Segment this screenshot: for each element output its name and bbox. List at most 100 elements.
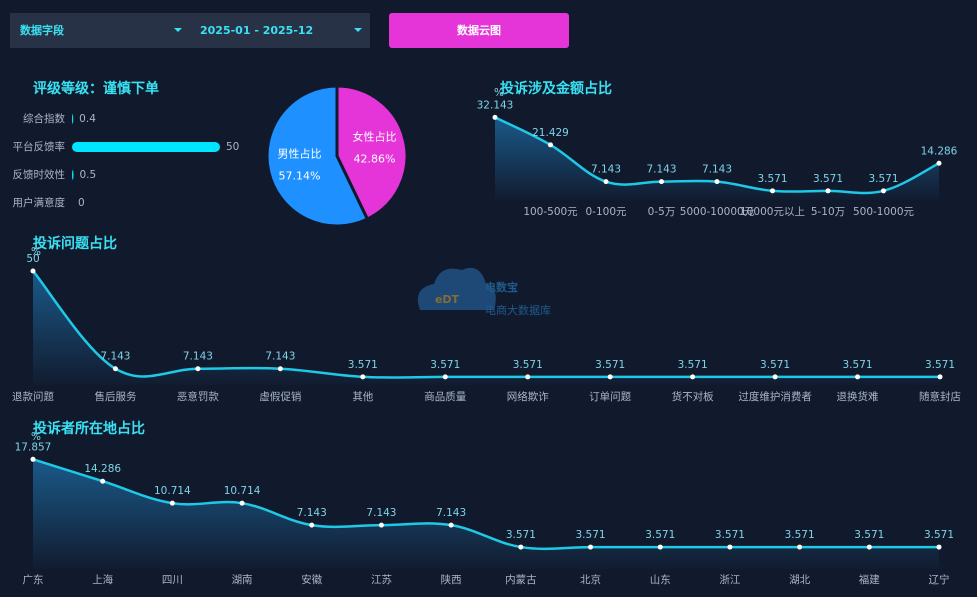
chart-title: 投诉涉及金额占比 bbox=[500, 80, 612, 97]
pie-label: 女性占比 bbox=[353, 129, 397, 143]
x-tick-label: 10000元以上 bbox=[740, 206, 805, 218]
bar bbox=[72, 114, 74, 124]
pie-value: 42.86% bbox=[354, 152, 396, 165]
y-unit: % bbox=[31, 246, 41, 258]
data-label: 50 bbox=[26, 253, 39, 265]
x-tick-label: 内蒙古 bbox=[505, 573, 537, 586]
pie-value: 57.14% bbox=[278, 170, 320, 183]
line-point bbox=[448, 522, 454, 528]
data-label: 14.286 bbox=[921, 145, 958, 157]
watermark-name: 电数宝 bbox=[485, 280, 518, 294]
x-tick-label: 售后服务 bbox=[94, 390, 136, 403]
data-label: 7.143 bbox=[297, 507, 327, 519]
line-point bbox=[100, 478, 106, 484]
x-tick-label: 100-500元 bbox=[523, 206, 578, 218]
line-point bbox=[772, 374, 778, 380]
bar-label: 反馈时效性 bbox=[13, 168, 66, 181]
x-tick-label: 商品质量 bbox=[424, 390, 466, 403]
line-point bbox=[797, 544, 803, 550]
line-point bbox=[30, 268, 36, 274]
data-label: 10.714 bbox=[224, 485, 261, 497]
field-select[interactable]: 数据字段 bbox=[20, 23, 182, 37]
pie-slice bbox=[265, 84, 370, 228]
line-point bbox=[442, 374, 448, 380]
data-label: 3.571 bbox=[430, 359, 460, 371]
x-tick-label: 上海 bbox=[92, 573, 113, 586]
bar bbox=[72, 142, 220, 152]
line-point bbox=[360, 374, 366, 380]
cloud-button[interactable]: 数据云图 bbox=[389, 13, 569, 48]
x-tick-label: 0-5万 bbox=[648, 206, 676, 218]
line-point bbox=[525, 374, 531, 380]
bar-value: 0.4 bbox=[79, 113, 96, 125]
data-label: 3.571 bbox=[813, 173, 843, 185]
line-point bbox=[30, 456, 36, 462]
x-tick-label: 北京 bbox=[580, 573, 601, 586]
x-tick-label: 湖北 bbox=[789, 574, 810, 586]
x-tick-label: 福建 bbox=[859, 573, 880, 586]
line bbox=[32, 270, 940, 379]
x-tick-label: 陕西 bbox=[441, 573, 462, 586]
bar-label: 综合指数 bbox=[23, 112, 65, 125]
x-tick-label: 订单问题 bbox=[589, 390, 631, 403]
data-label: 3.571 bbox=[785, 529, 815, 541]
data-label: 3.571 bbox=[645, 529, 675, 541]
date-select-text: 2025-01 - 2025-12 bbox=[200, 24, 313, 37]
line-point bbox=[936, 160, 942, 166]
pie-label: 男性占比 bbox=[277, 147, 321, 161]
y-unit: % bbox=[494, 87, 504, 99]
x-tick-label: 恶意罚款 bbox=[177, 390, 219, 403]
line-point bbox=[690, 374, 696, 380]
line-point bbox=[825, 188, 831, 194]
x-tick-label: 5-10万 bbox=[811, 206, 845, 218]
line-point bbox=[603, 179, 609, 185]
data-label: 3.571 bbox=[854, 529, 884, 541]
data-label: 3.571 bbox=[843, 359, 873, 371]
line-point bbox=[169, 500, 175, 506]
pie-slice bbox=[335, 84, 409, 222]
x-tick-label: 退换货难 bbox=[837, 390, 879, 403]
line-point bbox=[866, 544, 872, 550]
y-unit: % bbox=[31, 431, 41, 443]
data-label: 32.143 bbox=[477, 99, 514, 111]
line-point bbox=[277, 366, 283, 372]
data-label: 7.143 bbox=[366, 507, 396, 519]
line-point bbox=[112, 366, 118, 372]
watermark-subtitle: 电商大数据库 bbox=[485, 303, 551, 317]
button-text: 数据云图 bbox=[457, 23, 501, 37]
data-label: 17.857 bbox=[15, 441, 52, 453]
date-select[interactable]: 2025-01 - 2025-12 bbox=[200, 24, 362, 37]
data-label: 3.571 bbox=[760, 359, 790, 371]
x-tick-label: 退款问题 bbox=[12, 390, 54, 403]
x-tick-label: 浙江 bbox=[719, 574, 740, 586]
x-tick-label: 辽宁 bbox=[929, 573, 950, 586]
chart-title: 评级等级：谨慎下单 bbox=[33, 80, 159, 97]
data-label: 3.571 bbox=[757, 173, 787, 185]
x-tick-label: 湖南 bbox=[232, 573, 253, 586]
data-label: 3.571 bbox=[925, 359, 955, 371]
x-tick-label: 安徽 bbox=[301, 573, 322, 586]
line-point bbox=[195, 366, 201, 372]
data-label: 3.571 bbox=[715, 529, 745, 541]
data-label: 7.143 bbox=[100, 351, 130, 363]
x-tick-label: 江苏 bbox=[371, 573, 392, 586]
x-tick-label: 500-1000元 bbox=[853, 206, 915, 218]
x-tick-label: 5000-10000元 bbox=[680, 206, 755, 218]
chart-title: 投诉者所在地占比 bbox=[33, 420, 145, 437]
data-label: 7.143 bbox=[702, 164, 732, 176]
x-tick-label: 0-100元 bbox=[585, 206, 627, 218]
line-area bbox=[33, 459, 939, 569]
button-bg bbox=[389, 13, 569, 48]
bar-label: 用户满意度 bbox=[13, 196, 66, 209]
data-label: 7.143 bbox=[436, 507, 466, 519]
data-label: 3.571 bbox=[348, 359, 378, 371]
x-tick-label: 随意封店 bbox=[919, 390, 961, 403]
bar-value: 0 bbox=[78, 197, 85, 209]
line-point bbox=[239, 500, 245, 506]
bar bbox=[72, 170, 74, 180]
field-select-text: 数据字段 bbox=[20, 23, 64, 37]
line-point bbox=[881, 188, 886, 194]
watermark-cloud bbox=[417, 267, 496, 310]
chart-title: 投诉问题占比 bbox=[33, 235, 117, 252]
line-point bbox=[492, 114, 498, 120]
